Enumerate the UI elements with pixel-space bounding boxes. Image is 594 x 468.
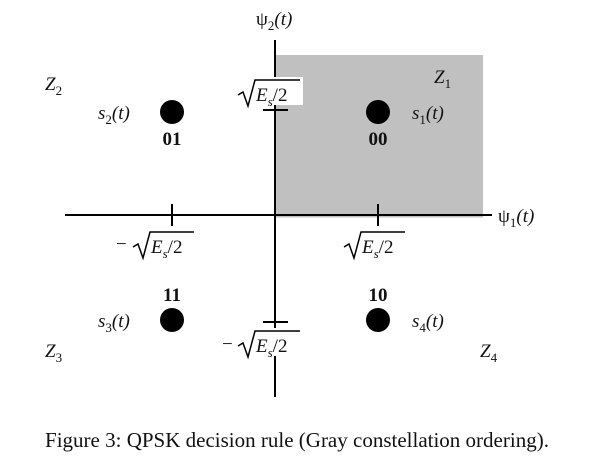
point-label-s4: s4(t)	[412, 311, 444, 335]
tick-label-neg-y: − Es/2	[222, 328, 304, 360]
region-label-z2: Z2	[45, 74, 62, 98]
point-s3	[160, 308, 184, 332]
tick-label-pos-y: Es/2	[237, 77, 303, 109]
point-label-s1: s1(t)	[412, 103, 444, 127]
bits-label-s4: 10	[369, 285, 388, 306]
figure-caption: Figure 3: QPSK decision rule (Gray const…	[45, 428, 549, 452]
qpsk-constellation-diagram: ψ2(t) ψ1(t) Es/2 − Es/2 Es/2 − Es/2 Z1	[45, 9, 534, 397]
horizontal-axis-label: ψ1(t)	[498, 206, 534, 230]
point-s4	[366, 308, 390, 332]
point-label-s3: s3(t)	[98, 311, 130, 335]
region-z1-shade	[276, 55, 483, 215]
region-label-z1: Z1	[434, 67, 451, 91]
point-s2	[160, 100, 184, 124]
point-label-s2: s2(t)	[98, 103, 130, 127]
svg-text:Es/2: Es/2	[150, 237, 182, 261]
svg-text:−: −	[222, 334, 233, 355]
vertical-axis-label: ψ2(t)	[256, 9, 292, 33]
point-s1	[366, 100, 390, 124]
svg-text:Es/2: Es/2	[255, 336, 287, 360]
bits-label-s2: 01	[163, 129, 182, 150]
svg-text:Es/2: Es/2	[361, 237, 393, 261]
tick-label-pos-x: Es/2	[343, 231, 405, 261]
svg-text:Es/2: Es/2	[255, 85, 287, 109]
svg-text:−: −	[116, 234, 127, 255]
tick-label-neg-x: − Es/2	[116, 231, 194, 261]
region-label-z4: Z4	[480, 341, 498, 365]
region-label-z3: Z3	[45, 341, 62, 365]
bits-label-s1: 00	[369, 129, 388, 150]
bits-label-s3: 11	[163, 285, 181, 306]
